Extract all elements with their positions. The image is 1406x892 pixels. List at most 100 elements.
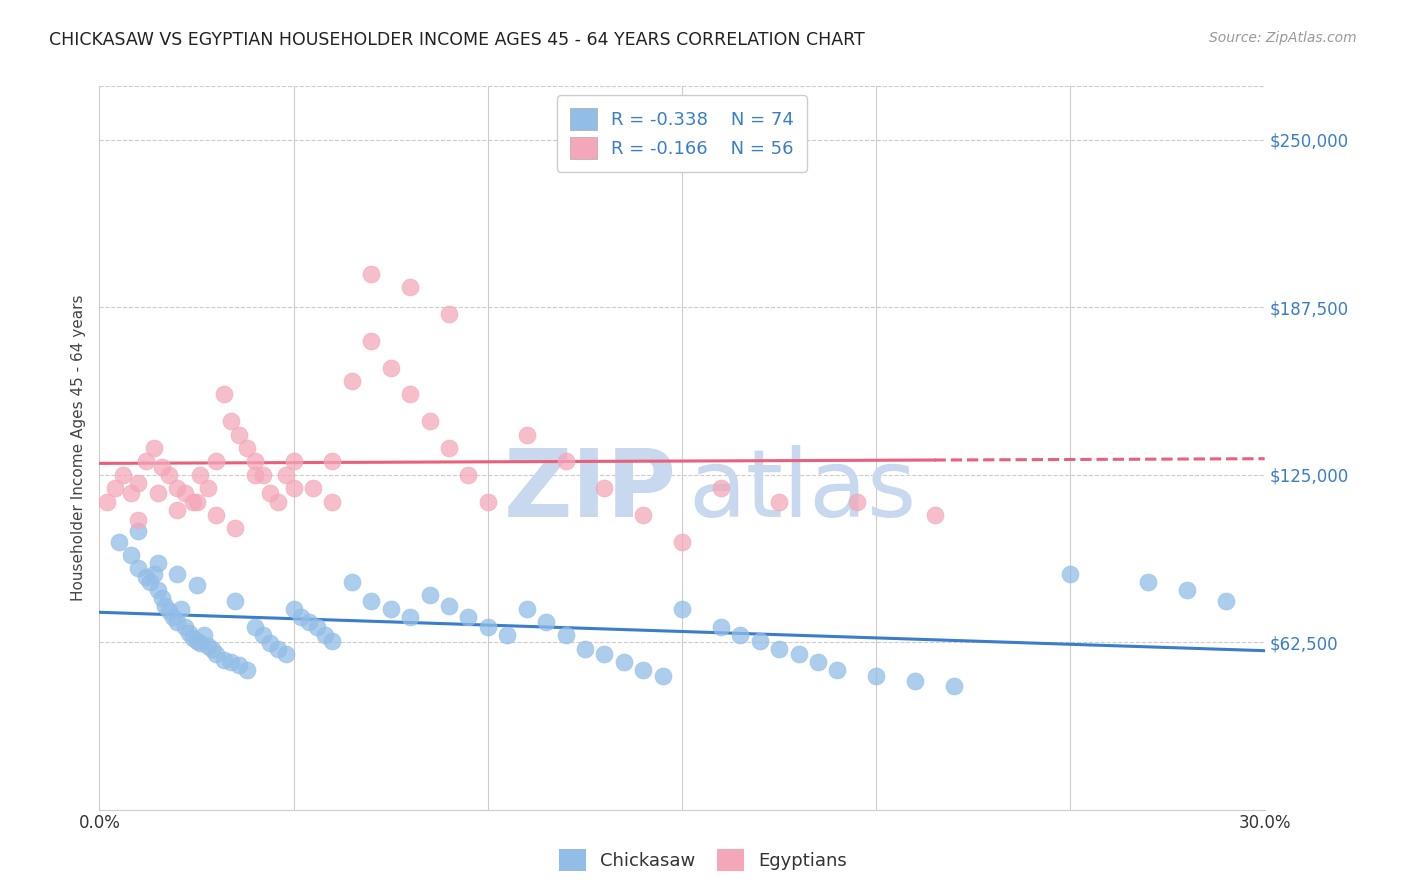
Point xyxy=(197,639,219,653)
Point xyxy=(127,475,149,490)
Point xyxy=(252,628,274,642)
Point xyxy=(399,609,422,624)
Point xyxy=(904,673,927,688)
Point xyxy=(243,467,266,482)
Point xyxy=(437,599,460,613)
Point xyxy=(274,467,297,482)
Point xyxy=(267,494,290,508)
Point xyxy=(631,663,654,677)
Point xyxy=(150,459,173,474)
Point xyxy=(197,481,219,495)
Point xyxy=(157,604,180,618)
Point xyxy=(924,508,946,522)
Point xyxy=(146,556,169,570)
Point xyxy=(865,668,887,682)
Point xyxy=(236,663,259,677)
Point xyxy=(437,441,460,455)
Point xyxy=(155,599,177,613)
Point xyxy=(181,631,204,645)
Point xyxy=(534,615,557,629)
Point xyxy=(419,414,441,428)
Point xyxy=(380,601,402,615)
Point xyxy=(710,481,733,495)
Point xyxy=(419,588,441,602)
Point xyxy=(146,486,169,500)
Point xyxy=(108,534,131,549)
Point xyxy=(290,609,312,624)
Point xyxy=(399,280,422,294)
Point xyxy=(671,534,693,549)
Point xyxy=(593,481,616,495)
Point xyxy=(236,441,259,455)
Point xyxy=(380,360,402,375)
Point xyxy=(221,414,243,428)
Point xyxy=(221,655,243,669)
Point xyxy=(170,601,193,615)
Point xyxy=(1175,582,1198,597)
Point xyxy=(593,647,616,661)
Point xyxy=(104,481,127,495)
Point xyxy=(181,494,204,508)
Point xyxy=(457,467,479,482)
Point xyxy=(768,641,790,656)
Point xyxy=(298,615,321,629)
Point xyxy=(111,467,134,482)
Point xyxy=(228,427,250,442)
Point xyxy=(305,620,328,634)
Point xyxy=(212,652,235,666)
Point xyxy=(768,494,790,508)
Point xyxy=(314,628,336,642)
Point xyxy=(142,441,165,455)
Point xyxy=(186,494,208,508)
Point xyxy=(127,561,149,575)
Point xyxy=(166,502,188,516)
Point xyxy=(827,663,849,677)
Point xyxy=(554,628,576,642)
Point xyxy=(321,454,343,468)
Legend: Chickasaw, Egyptians: Chickasaw, Egyptians xyxy=(551,842,855,879)
Point xyxy=(252,467,274,482)
Point xyxy=(613,655,636,669)
Point xyxy=(157,467,180,482)
Point xyxy=(259,636,281,650)
Point xyxy=(186,577,208,591)
Point xyxy=(1137,574,1160,589)
Point xyxy=(748,633,770,648)
Point xyxy=(267,641,290,656)
Point xyxy=(120,486,142,500)
Point xyxy=(224,521,246,535)
Point xyxy=(146,582,169,597)
Point xyxy=(205,647,228,661)
Point xyxy=(190,636,212,650)
Point xyxy=(120,548,142,562)
Point xyxy=(554,454,576,468)
Point xyxy=(166,566,188,581)
Text: Source: ZipAtlas.com: Source: ZipAtlas.com xyxy=(1209,31,1357,45)
Point xyxy=(139,574,162,589)
Point xyxy=(710,620,733,634)
Text: CHICKASAW VS EGYPTIAN HOUSEHOLDER INCOME AGES 45 - 64 YEARS CORRELATION CHART: CHICKASAW VS EGYPTIAN HOUSEHOLDER INCOME… xyxy=(49,31,865,49)
Text: ZIP: ZIP xyxy=(503,445,676,537)
Point xyxy=(135,569,157,583)
Point xyxy=(477,620,499,634)
Point xyxy=(205,508,228,522)
Point xyxy=(274,647,297,661)
Point xyxy=(651,668,673,682)
Point xyxy=(166,481,188,495)
Point xyxy=(243,454,266,468)
Point xyxy=(399,387,422,401)
Point xyxy=(173,620,195,634)
Point xyxy=(142,566,165,581)
Point xyxy=(1059,566,1081,581)
Point xyxy=(177,625,200,640)
Point xyxy=(283,454,305,468)
Point xyxy=(302,481,325,495)
Point xyxy=(942,679,965,693)
Point xyxy=(173,486,195,500)
Point xyxy=(166,615,188,629)
Point xyxy=(516,427,538,442)
Point xyxy=(228,657,250,672)
Point xyxy=(186,633,208,648)
Point xyxy=(212,387,235,401)
Point xyxy=(259,486,281,500)
